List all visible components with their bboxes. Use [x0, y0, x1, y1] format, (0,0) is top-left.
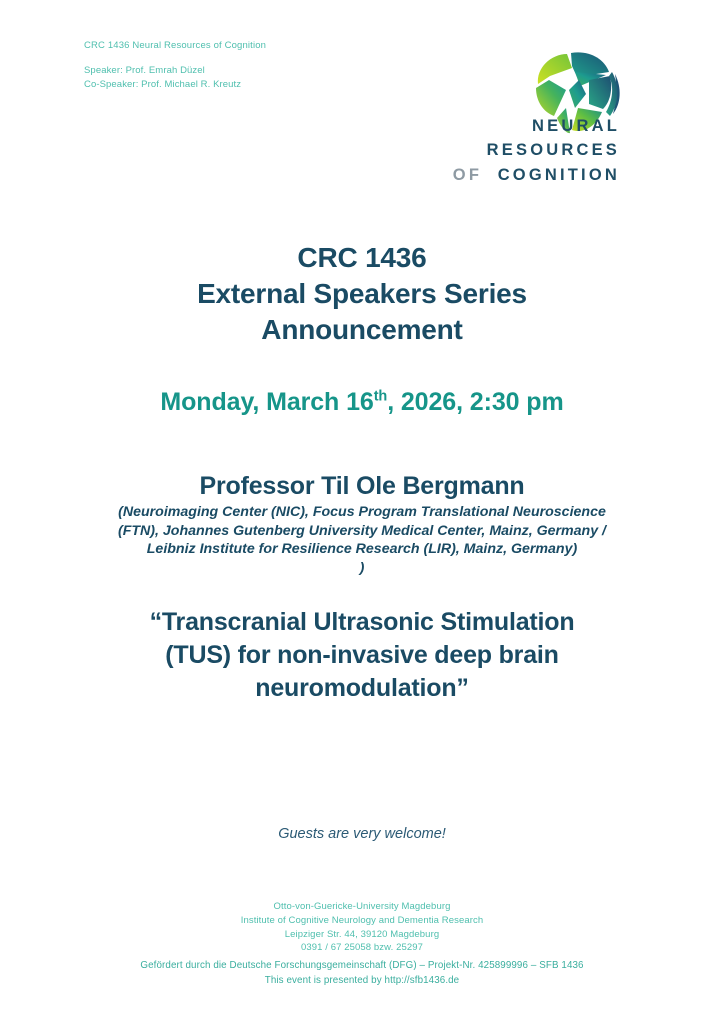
wordmark-neural: NEURAL: [532, 117, 620, 135]
wordmark-resources: RESOURCES: [486, 141, 620, 160]
address-line-1: Otto-von-Guericke-University Magdeburg: [273, 901, 451, 912]
presented-by-line: This event is presented by http://sfb143…: [264, 974, 460, 986]
brain-logo-icon: [520, 46, 624, 146]
header-meta-block: CRC 1436 Neural Resources of Cognition S…: [84, 40, 266, 91]
affiliation-line-1: (Neuroimaging Center (NIC), Focus Progra…: [118, 504, 606, 520]
logo-wordmark: NEURAL RESOURCES OF COGNITION: [390, 114, 620, 187]
speaker-meta-line: Speaker: Prof. Emrah Düzel: [84, 64, 205, 76]
event-date: Monday, March 16th, 2026, 2:30 pm: [0, 388, 724, 417]
talk-title-line-3: neuromodulation”: [255, 674, 469, 702]
footer-funding-block: Gefördert durch die Deutsche Forschungsg…: [0, 959, 724, 988]
affiliation-line-3: Leibniz Institute for Resilience Researc…: [146, 541, 578, 558]
affiliation-line-2: (FTN), Johannes Gutenberg University Med…: [118, 522, 606, 539]
wordmark-cognition: COGNITION: [497, 165, 620, 184]
speaker-name: Professor Til Ole Bergmann: [199, 472, 525, 500]
announcement-line-3: Announcement: [261, 313, 463, 345]
funding-line: Gefördert durch die Deutsche Forschungsg…: [140, 960, 584, 971]
announcement-line-1: CRC 1436: [297, 242, 427, 273]
crc-label: CRC 1436 Neural Resources of Cognition: [84, 40, 267, 51]
footer-address-block: Otto-von-Guericke-University Magdeburg I…: [0, 900, 724, 955]
co-speaker-meta-line: Co-Speaker: Prof. Michael R. Kreutz: [84, 78, 242, 90]
wordmark-of-cognition: OF COGNITION: [390, 163, 620, 187]
wordmark-of: OF: [452, 165, 483, 184]
logo-block: NEURAL RESOURCES OF COGNITION: [390, 46, 620, 196]
guests-welcome-note: Guests are very welcome!: [278, 826, 446, 842]
affiliation-line-4: ): [359, 560, 365, 577]
talk-title: “Transcranial Ultrasonic Stimulation (TU…: [80, 606, 644, 705]
speaker-affiliation: (Neuroimaging Center (NIC), Focus Progra…: [95, 503, 629, 578]
address-line-3: Leipziger Str. 44, 39120 Magdeburg: [284, 928, 440, 940]
event-date-suffix: , 2026, 2:30 pm: [387, 388, 564, 416]
talk-title-line-1: “Transcranial Ultrasonic Stimulation: [149, 608, 575, 636]
address-phone: 0391 / 67 25058 bzw. 25297: [301, 942, 423, 954]
speakers-meta: Speaker: Prof. Emrah Düzel Co-Speaker: P…: [84, 64, 266, 92]
talk-title-line-2: (TUS) for non-invasive deep brain: [165, 641, 559, 669]
event-date-ordinal: th: [373, 388, 388, 405]
address-line-2: Institute of Cognitive Neurology and Dem…: [240, 914, 484, 926]
announcement-line-2: External Speakers Series: [197, 277, 527, 309]
announcement-title: CRC 1436 External Speakers Series Announ…: [0, 240, 724, 347]
event-date-prefix: Monday, March 16: [160, 388, 374, 416]
